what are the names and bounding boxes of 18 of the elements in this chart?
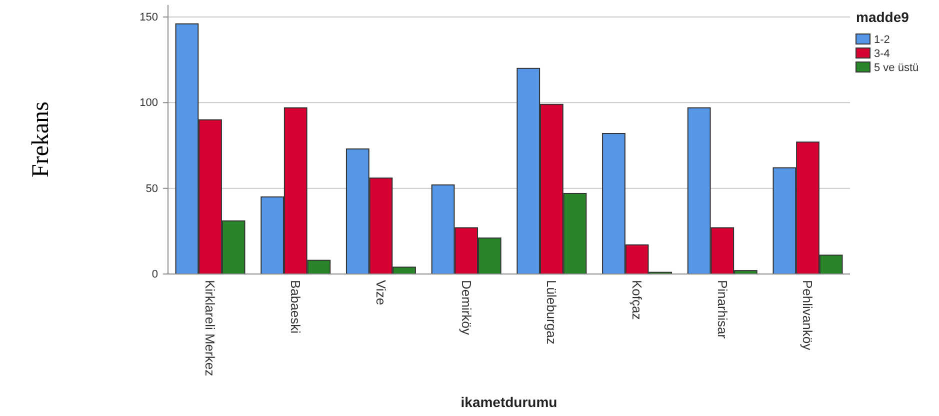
x-tick-label: Pinarhisar bbox=[714, 280, 730, 340]
y-tick-label: 100 bbox=[140, 97, 158, 110]
legend-label: 1-2 bbox=[874, 34, 890, 46]
y-tick-label: 50 bbox=[146, 182, 158, 195]
x-tick-label: Lüleburgaz bbox=[544, 280, 560, 344]
y-tick-label: 150 bbox=[140, 12, 158, 24]
y-axis-title: Frekans bbox=[28, 102, 54, 178]
x-tick-label: Pehlivanköy bbox=[800, 280, 816, 351]
legend-title: madde9 bbox=[856, 9, 910, 25]
x-tick-label: Kofçaz bbox=[629, 280, 644, 320]
y-tick-label: 0 bbox=[152, 268, 158, 281]
x-tick-label: Kirklareli Merkez bbox=[202, 280, 218, 376]
legend-label: 5 ve üstü bbox=[874, 62, 919, 74]
x-tick-label: Demirköy bbox=[458, 280, 474, 336]
x-tick-label: Babaeski bbox=[288, 280, 304, 334]
x-tick-label: Vize bbox=[373, 280, 388, 306]
x-axis-title: ikametdurumu bbox=[460, 394, 558, 410]
legend-label: 3-4 bbox=[874, 48, 890, 60]
